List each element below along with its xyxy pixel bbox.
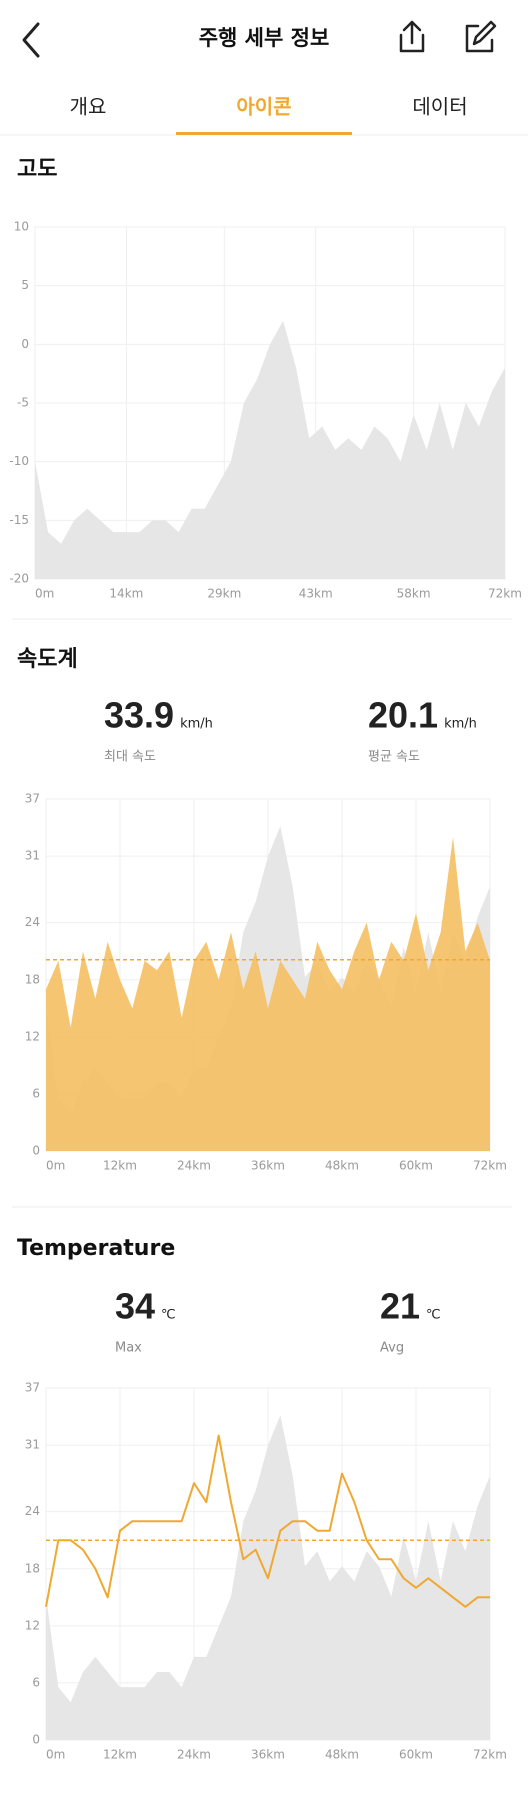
stat-value: 34: [115, 1286, 155, 1327]
x-tick-label: 72km: [473, 1159, 507, 1173]
section-title: Temperature: [17, 1236, 175, 1261]
page-title: 주행 세부 정보: [199, 26, 330, 50]
x-tick-label: 0m: [46, 1748, 65, 1762]
y-tick-label: -10: [9, 454, 29, 468]
y-tick-label: 0: [21, 337, 29, 351]
x-tick-label: 48km: [325, 1748, 359, 1762]
y-tick-label: 5: [21, 278, 29, 292]
x-tick-label: 24km: [177, 1159, 211, 1173]
line: [45, 1434, 490, 1608]
y-tick-label: 6: [32, 1675, 40, 1689]
stat-label: Avg: [380, 1341, 404, 1356]
y-tick-label: 18: [25, 1561, 40, 1575]
section-title: 속도계: [17, 647, 78, 672]
y-tick-label: 18: [25, 972, 40, 986]
y-tick-label: -20: [9, 572, 29, 586]
x-tick-label: 58km: [397, 587, 431, 601]
x-tick-label: 0m: [46, 1159, 65, 1173]
y-tick-label: 37: [25, 1381, 40, 1395]
stat-label: 평균 속도: [368, 750, 420, 765]
x-tick-label: 60km: [399, 1159, 433, 1173]
y-tick-label: 31: [25, 849, 40, 863]
stat-unit: ℃: [426, 1308, 441, 1323]
x-tick-label: 43km: [299, 587, 333, 601]
share-button[interactable]: [399, 20, 425, 53]
x-tick-label: 12km: [103, 1159, 137, 1173]
y-tick-label: 12: [25, 1618, 40, 1632]
edit-button[interactable]: [465, 20, 497, 53]
stat-value: 33.9: [104, 695, 174, 736]
y-tick-label: 0: [32, 1144, 40, 1158]
y-tick-label: 24: [25, 1504, 40, 1518]
stat-unit: ℃: [161, 1308, 176, 1323]
y-tick-label: 24: [25, 915, 40, 929]
x-tick-label: 48km: [325, 1159, 359, 1173]
x-tick-label: 60km: [399, 1748, 433, 1762]
stat-label: 최대 속도: [104, 750, 156, 765]
back-button[interactable]: [22, 22, 40, 58]
y-tick-label: 0: [32, 1733, 40, 1747]
stat-label: Max: [115, 1341, 142, 1356]
x-tick-label: 72km: [488, 587, 522, 601]
x-tick-label: 12km: [103, 1748, 137, 1762]
section-title: 고도: [17, 157, 57, 182]
y-tick-label: 37: [25, 792, 40, 806]
stat-unit: km/h: [180, 717, 213, 732]
area: [46, 837, 490, 1151]
x-tick-label: 24km: [177, 1748, 211, 1762]
x-tick-label: 14km: [109, 587, 143, 601]
tab[interactable]: 아이콘: [236, 95, 291, 119]
tab[interactable]: 개요: [70, 95, 107, 119]
y-tick-label: 12: [25, 1029, 40, 1043]
tab[interactable]: 데이터: [412, 95, 467, 119]
x-tick-label: 36km: [251, 1748, 285, 1762]
y-tick-label: 10: [14, 220, 29, 234]
stat-value: 21: [380, 1286, 420, 1327]
y-tick-label: 6: [32, 1086, 40, 1100]
x-tick-label: 72km: [473, 1748, 507, 1762]
y-tick-label: 31: [25, 1438, 40, 1452]
stat-unit: km/h: [444, 717, 477, 732]
y-tick-label: -15: [9, 513, 29, 527]
tab-indicator: [176, 132, 352, 135]
x-tick-label: 0m: [35, 587, 54, 601]
x-tick-label: 36km: [251, 1159, 285, 1173]
x-tick-label: 29km: [207, 587, 241, 601]
area: [35, 320, 505, 579]
y-tick-label: -5: [17, 396, 29, 410]
stat-value: 20.1: [368, 695, 438, 736]
